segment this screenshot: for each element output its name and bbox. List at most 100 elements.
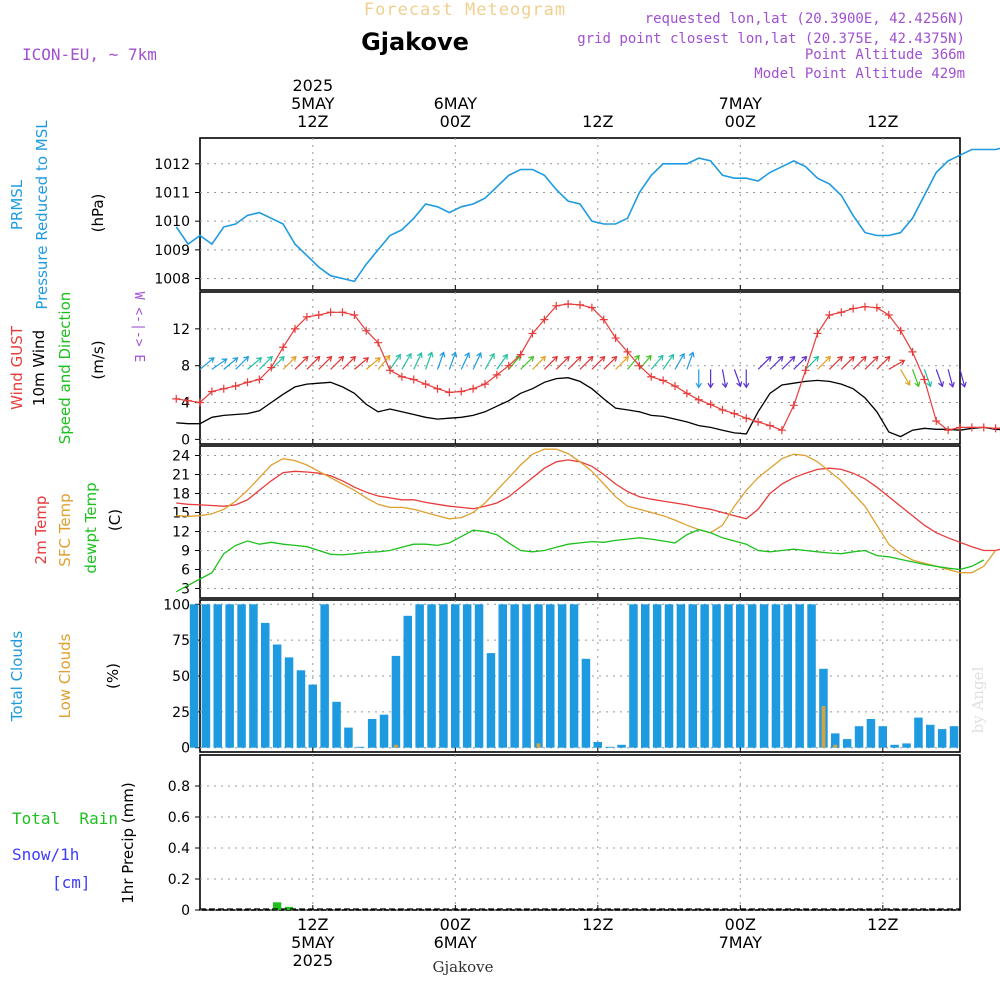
wind-gust-marker bbox=[956, 423, 964, 432]
pressure-ytick-label: 1010 bbox=[154, 214, 190, 230]
wind-arrow-head bbox=[427, 351, 434, 358]
bottom-time-label: 12Z bbox=[582, 915, 613, 934]
wind-arrow-head bbox=[914, 381, 921, 388]
wind-arrow bbox=[258, 355, 273, 370]
wind-arrow-head bbox=[395, 353, 401, 360]
wind-arrow bbox=[199, 357, 215, 370]
model-altitude: Model Point Altitude 429m bbox=[754, 66, 965, 82]
total-clouds-bar bbox=[926, 724, 935, 748]
top-time-label: 2025 bbox=[292, 76, 333, 95]
clouds-panel-labels: Total Clouds Low Clouds (%) bbox=[8, 631, 122, 723]
total-clouds-bar bbox=[676, 604, 686, 748]
wind-arrow-head bbox=[439, 351, 446, 358]
wind-arrow-head bbox=[540, 355, 547, 362]
total-clouds-bar bbox=[902, 743, 911, 748]
wind-arrow-head bbox=[837, 355, 843, 362]
wind-arrow-shaft bbox=[769, 356, 784, 370]
wind-arrow bbox=[743, 369, 750, 389]
wind-arrow-head bbox=[668, 353, 675, 360]
wind-gust-marker bbox=[920, 375, 929, 384]
total-clouds-bar bbox=[367, 719, 377, 748]
wind-arrow-head bbox=[948, 381, 955, 388]
wind-unit: (m/s) bbox=[89, 340, 107, 379]
wind-arrow-shaft bbox=[199, 357, 215, 370]
wind-arrow-head bbox=[375, 357, 381, 363]
total-clouds-bar bbox=[629, 604, 638, 748]
total-clouds-bar bbox=[391, 655, 401, 748]
bottom-time-label: 2025 bbox=[292, 951, 333, 970]
wind-arrow-shaft bbox=[211, 358, 227, 370]
wind-arrow-head bbox=[489, 352, 495, 359]
wind-gust-marker bbox=[184, 396, 193, 405]
total-clouds-bar bbox=[451, 604, 460, 748]
wind-gust-marker bbox=[386, 366, 394, 375]
wind-arrow-head bbox=[825, 355, 832, 362]
wind-arrow-shaft bbox=[555, 356, 570, 370]
wind-gust-marker bbox=[504, 361, 513, 370]
wind-arrow-shaft bbox=[401, 353, 412, 370]
wind-gust-marker bbox=[611, 334, 620, 343]
wind-arrow-shaft bbox=[508, 355, 521, 370]
model-name: ICON-EU, ~ 7km bbox=[22, 45, 157, 64]
wind-arrow bbox=[401, 352, 412, 370]
total-clouds-bar bbox=[225, 604, 234, 748]
wind-arrow-shaft bbox=[496, 354, 508, 370]
total-clouds-bar bbox=[842, 739, 852, 748]
total-clouds-bar bbox=[890, 744, 899, 748]
total-clouds-bar bbox=[771, 604, 781, 748]
wind-arrow bbox=[413, 352, 423, 370]
wind-arrow-head bbox=[899, 359, 906, 366]
bottom-time-label: 7MAY bbox=[719, 933, 763, 952]
precip-ytick-label: 0 bbox=[181, 903, 190, 919]
wind-ytick-label: 0 bbox=[181, 432, 190, 448]
wind-arrow-shaft bbox=[876, 356, 891, 370]
total-clouds-label: Total Clouds bbox=[8, 631, 26, 723]
wind-gust-marker bbox=[314, 311, 323, 320]
wind-arrow-head bbox=[406, 352, 412, 359]
wind-arrow-head bbox=[860, 355, 867, 362]
wind-arrow bbox=[900, 369, 911, 386]
wind-arrow-head bbox=[848, 355, 855, 362]
wind-arrow bbox=[911, 369, 921, 388]
wind-arrow bbox=[555, 355, 570, 370]
precip-panel-labels: Total Rain Snow/1h [cm] 1hr Precip (mm) bbox=[12, 782, 137, 903]
total-clouds-bar bbox=[747, 604, 757, 748]
plot-area: 1008100910101011101204812369121518212402… bbox=[154, 76, 1000, 970]
wind-arrow-head bbox=[872, 355, 879, 362]
wind-arrow-head bbox=[623, 355, 630, 362]
total-clouds-bar bbox=[462, 604, 472, 748]
low-clouds-bar bbox=[833, 744, 838, 748]
wind-gust-marker bbox=[516, 350, 525, 359]
wind-panel: 0 4 8 12 bbox=[172, 291, 1000, 448]
wind-arrow bbox=[695, 369, 702, 389]
wind-arrow-shaft bbox=[543, 356, 558, 370]
wind-arrow-shaft bbox=[935, 369, 943, 387]
total-clouds-bar bbox=[759, 604, 769, 748]
wind-gust-marker bbox=[528, 329, 537, 338]
wind-arrow bbox=[425, 351, 434, 370]
temp-panel-labels: 2m Temp SFC Temp dewpt Temp (C) bbox=[32, 482, 124, 573]
total-clouds-bar bbox=[344, 727, 353, 748]
wind-arrow-shaft bbox=[567, 356, 582, 370]
total-clouds-bar bbox=[652, 604, 662, 748]
wind-arrow-head bbox=[552, 355, 558, 362]
wind-gust-marker bbox=[789, 401, 798, 410]
total-clouds-bar bbox=[308, 684, 317, 748]
total-clouds-bar bbox=[356, 746, 365, 748]
wind-arrow bbox=[721, 369, 729, 389]
wind-arrow-shaft bbox=[460, 352, 470, 370]
clouds-ytick-label: 100 bbox=[163, 597, 190, 613]
wind-arrow bbox=[793, 355, 808, 370]
wind-gust-marker bbox=[991, 424, 1000, 433]
wind-gust-marker bbox=[718, 405, 727, 414]
wind-arrow bbox=[864, 355, 879, 370]
total-clouds-bar bbox=[949, 726, 959, 748]
wind-arrow bbox=[840, 355, 855, 370]
wind-gust-marker bbox=[445, 388, 454, 397]
wind-arrow bbox=[817, 355, 832, 370]
temp-frame bbox=[199, 445, 961, 599]
total-clouds-bar bbox=[439, 604, 448, 748]
wind-arrow bbox=[567, 355, 582, 370]
wind-gust-marker bbox=[267, 363, 276, 372]
wind-arrow-head bbox=[645, 354, 652, 361]
